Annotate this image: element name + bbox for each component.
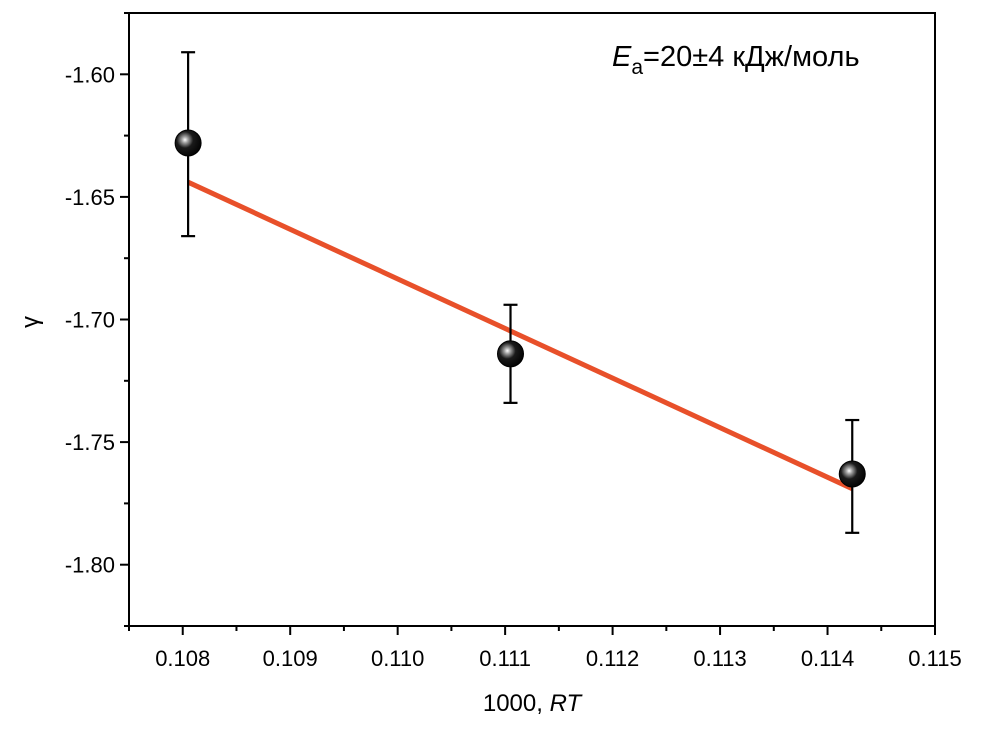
data-points	[174, 51, 866, 534]
x-tick-label: 0.113	[693, 646, 746, 671]
fit-line	[187, 179, 854, 491]
data-point	[174, 129, 202, 157]
x-axis-title-italic: RT	[550, 690, 584, 717]
y-tick-label: -1.75	[65, 430, 115, 455]
x-tick-label: 0.114	[801, 646, 854, 671]
data-point	[838, 460, 866, 488]
y-tick-label: -1.80	[65, 553, 115, 578]
x-tick-label: 0.109	[263, 646, 318, 671]
fit-line-group	[187, 179, 854, 491]
y-tick-label: -1.65	[65, 185, 115, 210]
data-point	[497, 340, 525, 368]
x-tick-label: 0.110	[371, 646, 424, 671]
x-axis-title-prefix: 1000,	[483, 690, 550, 717]
x-axis-title: 1000, RT	[483, 690, 584, 717]
x-axis-ticks: 0.108 0.109 0.110 0.111 0.112 0.113 0.114 0.115	[128, 626, 962, 671]
y-axis-title: γ	[17, 316, 44, 328]
activation-energy-annotation: Ea=20±4 кДж/моль	[612, 41, 860, 79]
x-tick-label: 0.111	[479, 646, 531, 671]
annotation-subscript: a	[631, 56, 643, 79]
x-tick-label: 0.108	[155, 646, 210, 671]
annotation-e: E	[612, 41, 632, 73]
y-axis-ticks: -1.60 -1.65 -1.70 -1.75 -1.80	[65, 12, 129, 627]
x-tick-label: 0.115	[908, 646, 961, 671]
plot-frame	[128, 12, 936, 627]
x-tick-label: 0.112	[586, 646, 639, 671]
y-tick-label: -1.60	[65, 62, 115, 87]
annotation-value: =20±4 кДж/моль	[643, 41, 860, 73]
y-tick-label: -1.70	[65, 308, 115, 333]
